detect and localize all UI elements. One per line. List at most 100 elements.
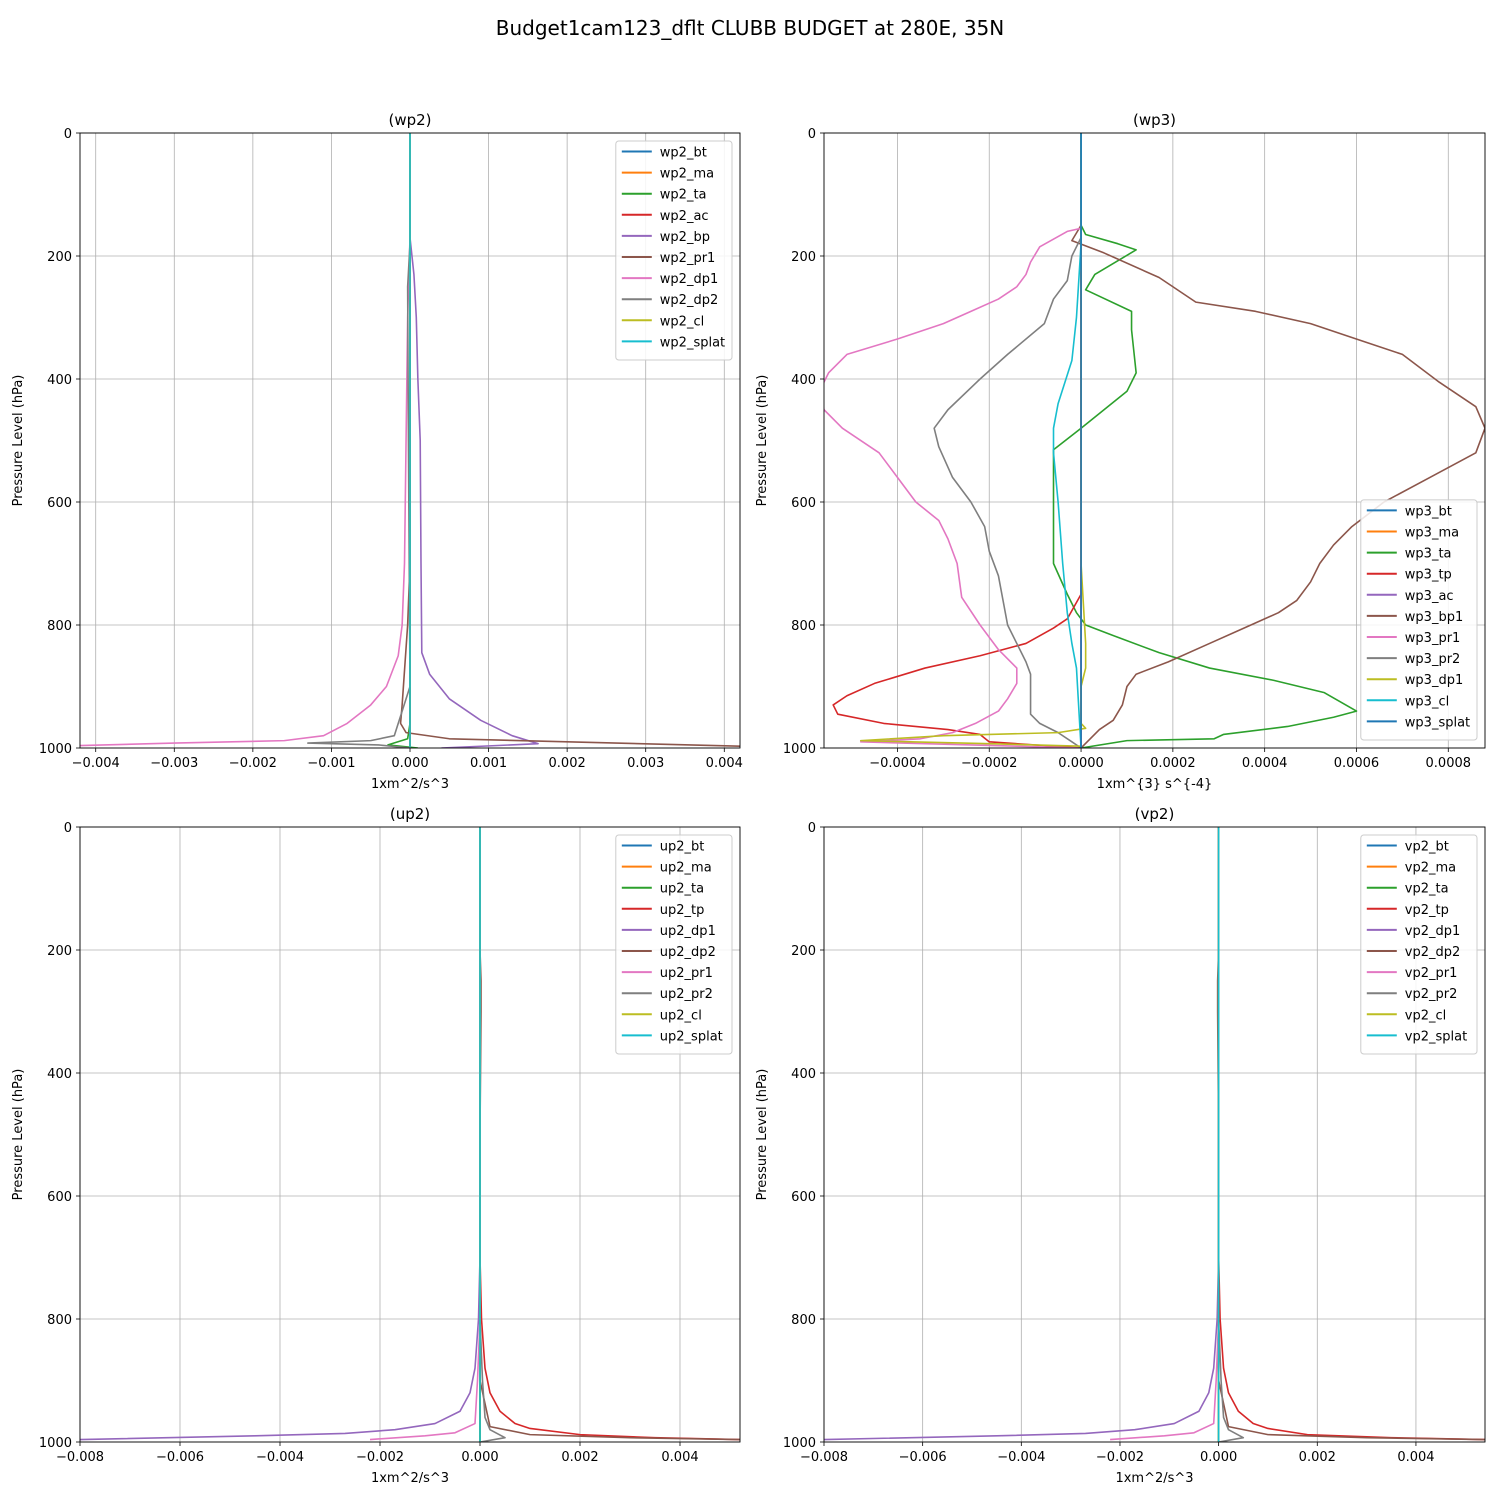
y-tick-label: 200	[791, 944, 816, 959]
series-line-vp2_tp	[1217, 827, 1485, 1441]
legend-label: wp3_pr2	[1405, 652, 1461, 667]
series-line-wp2_bp	[409, 133, 539, 748]
x-tick-label: 0.002	[1299, 1450, 1336, 1465]
legend-label: up2_pr2	[660, 987, 713, 1002]
x-tick-label: 0.000	[391, 756, 428, 771]
legend: wp3_bt wp3_ma wp3_ta wp3_tp wp3_ac wp3_bp1 wp3…	[1360, 499, 1478, 741]
x-tick-label: 0.003	[627, 756, 664, 771]
y-tick-label: 600	[791, 1190, 816, 1205]
legend-label: up2_ta	[660, 882, 704, 897]
legend-label: wp3_cl	[1405, 694, 1449, 709]
series-line-wp2_dp2	[307, 133, 411, 748]
panel-4: −0.008 −0.006 −0.004 −0.002 0.000 0.002 0.004 0…	[755, 805, 1486, 1486]
legend-label: wp2_dp2	[660, 293, 718, 308]
series-group	[824, 827, 1485, 1442]
legend-label: vp2_tp	[1405, 903, 1449, 918]
y-tick-label: 600	[47, 496, 72, 511]
series-line-wp3_cl	[1052, 133, 1082, 748]
legend-label: wp2_ta	[660, 188, 707, 203]
y-tick-label: 400	[791, 373, 816, 388]
plot-frame	[79, 826, 741, 1443]
series-line-wp3_tp	[832, 133, 1082, 748]
legend-label: wp3_bp1	[1405, 610, 1463, 625]
y-axis-label: Pressure Level (hPa)	[755, 375, 770, 507]
legend-label: wp3_pr1	[1405, 631, 1461, 646]
y-tick-label: 400	[47, 373, 72, 388]
legend: wp2_bt wp2_ma wp2_ta wp2_ac wp2_bp wp2_pr1 wp2…	[615, 140, 733, 361]
legend-label: vp2_splat	[1405, 1029, 1467, 1044]
x-tick-label: 0.001	[470, 756, 507, 771]
x-tick-label: −0.004	[997, 1450, 1045, 1465]
series-group	[80, 133, 740, 748]
legend-label: vp2_ta	[1405, 882, 1449, 897]
legend-label: wp3_ma	[1405, 526, 1459, 541]
x-tick-label: −0.001	[307, 756, 355, 771]
legend-box	[615, 834, 733, 1055]
legend-box	[1360, 834, 1478, 1055]
x-tick-label: −0.008	[800, 1450, 848, 1465]
legend-label: wp2_splat	[660, 335, 725, 350]
legend-label: wp3_ac	[1405, 589, 1454, 604]
legend-label: vp2_pr2	[1405, 987, 1458, 1002]
x-tick-label: −0.006	[899, 1450, 947, 1465]
y-tick-label: 800	[47, 619, 72, 634]
x-tick-label: 0.002	[561, 1450, 598, 1465]
plot-frame	[79, 132, 741, 749]
x-tick-label: −0.002	[229, 756, 277, 771]
x-tick-label: −0.004	[72, 756, 120, 771]
x-tick-label: 0.0006	[1334, 756, 1380, 771]
x-tick-label: −0.003	[150, 756, 198, 771]
x-axis-label: 1xm^2/s^3	[1115, 1471, 1193, 1486]
x-tick-label: 0.004	[661, 1450, 698, 1465]
x-tick-label: −0.002	[356, 1450, 404, 1465]
y-tick-label: 0	[808, 821, 816, 836]
y-tick-label: 0	[64, 127, 72, 142]
panel-title: (wp3)	[1133, 111, 1176, 129]
y-tick-label: 1000	[39, 1436, 72, 1451]
x-tick-label: 0.004	[1397, 1450, 1434, 1465]
y-tick-label: 0	[64, 821, 72, 836]
panel-title: (up2)	[390, 805, 430, 823]
y-tick-label: 200	[791, 250, 816, 265]
x-tick-label: −0.004	[256, 1450, 304, 1465]
x-tick-label: −0.0002	[961, 756, 1017, 771]
x-tick-label: 0.004	[706, 756, 743, 771]
legend-label: up2_ma	[660, 861, 712, 876]
series-line-wp2_dp1	[80, 133, 411, 747]
x-tick-label: −0.002	[1096, 1450, 1144, 1465]
y-tick-label: 1000	[783, 1436, 816, 1451]
legend-label: wp3_tp	[1405, 568, 1452, 583]
legend-label: vp2_dp2	[1405, 945, 1461, 960]
legend-label: vp2_cl	[1405, 1008, 1446, 1023]
y-axis-label: Pressure Level (hPa)	[755, 1069, 770, 1201]
y-axis-label: Pressure Level (hPa)	[11, 1069, 26, 1201]
panel-title: (wp2)	[388, 111, 431, 129]
x-tick-label: 0.0008	[1426, 756, 1472, 771]
legend-label: wp2_dp1	[660, 272, 718, 287]
x-tick-label: −0.0004	[869, 756, 925, 771]
series-line-vp2_dp1	[824, 827, 1220, 1441]
x-axis-label: 1xm^2/s^3	[371, 777, 449, 792]
x-tick-label: 0.0000	[1058, 756, 1104, 771]
series-line-wp3_dp1	[859, 133, 1087, 747]
legend-label: wp2_bp	[660, 230, 710, 245]
y-tick-label: 800	[791, 619, 816, 634]
legend-label: up2_bt	[660, 840, 705, 855]
legend-label: wp3_dp1	[1405, 673, 1463, 688]
y-tick-label: 800	[791, 1313, 816, 1328]
legend-label: up2_dp2	[660, 945, 716, 960]
panel-3: −0.008 −0.006 −0.004 −0.002 0.000 0.002 0.004 0…	[11, 805, 741, 1486]
series-line-up2_tp	[479, 827, 740, 1441]
y-tick-label: 600	[791, 496, 816, 511]
panel-2: −0.0004 −0.0002 0.0000 0.0002 0.0004 0.0006 0.…	[755, 111, 1486, 792]
y-axis-label: Pressure Level (hPa)	[11, 375, 26, 507]
x-axis-label: 1xm^2/s^3	[371, 1471, 449, 1486]
legend-label: up2_pr1	[660, 966, 713, 981]
legend-label: wp2_ac	[660, 209, 709, 224]
y-tick-label: 800	[47, 1313, 72, 1328]
series-line-wp3_pr1	[824, 133, 1082, 748]
y-tick-label: 600	[47, 1190, 72, 1205]
legend-label: up2_dp1	[660, 924, 716, 939]
